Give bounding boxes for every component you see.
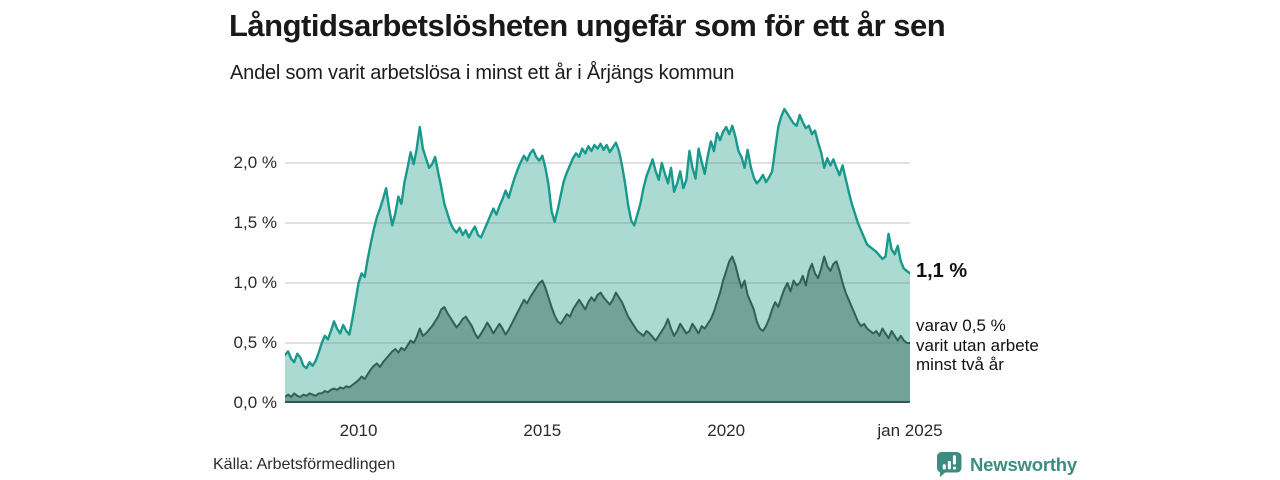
- page-subtitle: Andel som varit arbetslösa i minst ett å…: [230, 62, 735, 84]
- two-year-subset-label: varav 0,5 % varit utan arbete minst två …: [916, 316, 1039, 374]
- y-axis-tick-label: 1,0 %: [233, 273, 277, 292]
- series-one-year-line: [285, 107, 910, 370]
- newsworthy-wordmark: Newsworthy: [970, 453, 1077, 475]
- unemployment-area-chart: [285, 103, 910, 403]
- source-note: Källa: Arbetsförmedlingen: [213, 456, 396, 473]
- latest-total-value-label: 1,1 %: [916, 260, 968, 282]
- x-axis-tick-label: 2010: [339, 421, 378, 440]
- series-two-year-line: [285, 255, 910, 398]
- y-axis-tick-label: 2,0 %: [233, 153, 277, 172]
- x-axis-tick-label: jan 2025: [877, 421, 943, 440]
- newsworthy-logo[interactable]: Newsworthy: [936, 451, 1077, 478]
- newsworthy-speech-bubble-chart-icon: [936, 451, 963, 478]
- x-axis-tick-label: 2020: [707, 421, 746, 440]
- series-two-year-area: [285, 256, 910, 403]
- x-axis-tick-label: 2015: [523, 421, 562, 440]
- y-axis-tick-label: 1,5 %: [233, 213, 277, 232]
- y-axis-tick-label: 0,0 %: [233, 393, 277, 412]
- chart-plot-area: [285, 107, 910, 403]
- y-axis-tick-label: 0,5 %: [233, 333, 277, 352]
- page-title: Långtidsarbetslösheten ungefär som för e…: [229, 8, 946, 43]
